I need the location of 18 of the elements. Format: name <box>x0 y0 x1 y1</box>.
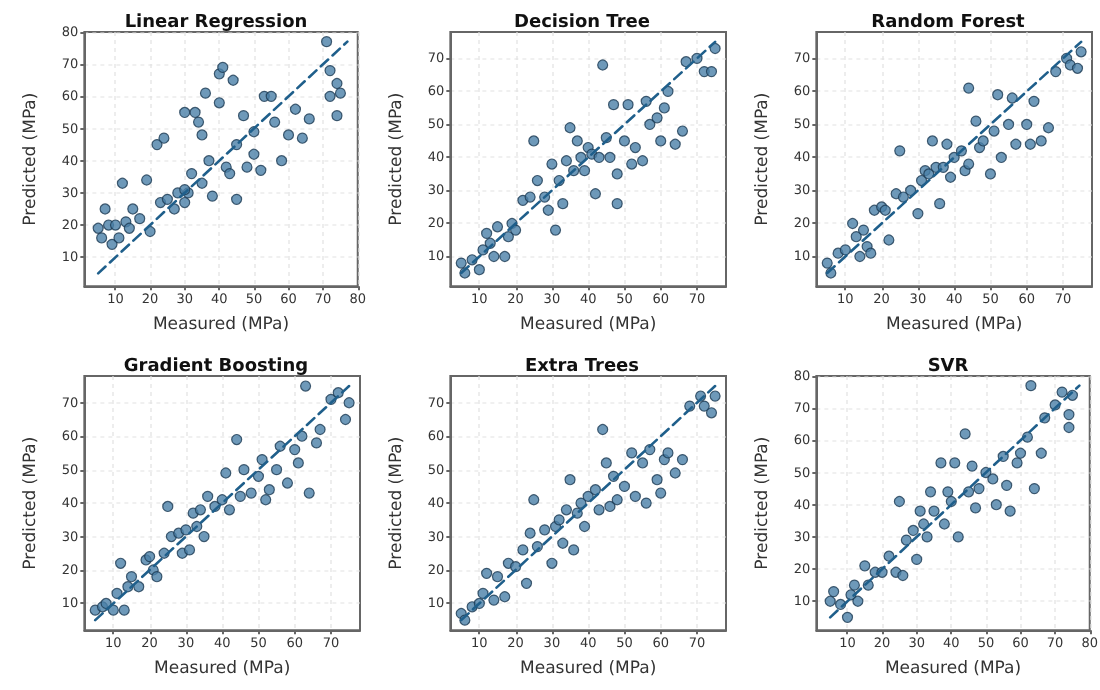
x-axis-title: Measured (MPa) <box>520 315 657 335</box>
chart-title: Decision Tree <box>514 13 650 33</box>
y-axis-title: Predicted (MPa) <box>387 436 407 570</box>
y-axis-title: Predicted (MPa) <box>753 92 773 226</box>
x-axis-title: Measured (MPa) <box>886 315 1023 335</box>
y-axis-title: Predicted (MPa) <box>21 92 41 226</box>
y-axis-title: Predicted (MPa) <box>753 436 773 570</box>
chart-title: Extra Trees <box>524 357 640 377</box>
x-axis-title: Measured (MPa) <box>520 659 657 679</box>
x-axis-title: Measured (MPa) <box>152 315 290 335</box>
chart-title: Gradient Boosting <box>123 357 309 377</box>
y-axis-title: Predicted (MPa) <box>21 436 41 570</box>
chart-title: Random Forest <box>871 13 1027 33</box>
chart-title: SVR <box>927 357 969 377</box>
x-axis-title: Measured (MPa) <box>884 659 1022 679</box>
y-axis-title: Predicted (MPa) <box>387 92 407 226</box>
chart-title: Linear Regression <box>124 13 308 33</box>
x-axis-title: Measured (MPa) <box>154 659 291 679</box>
